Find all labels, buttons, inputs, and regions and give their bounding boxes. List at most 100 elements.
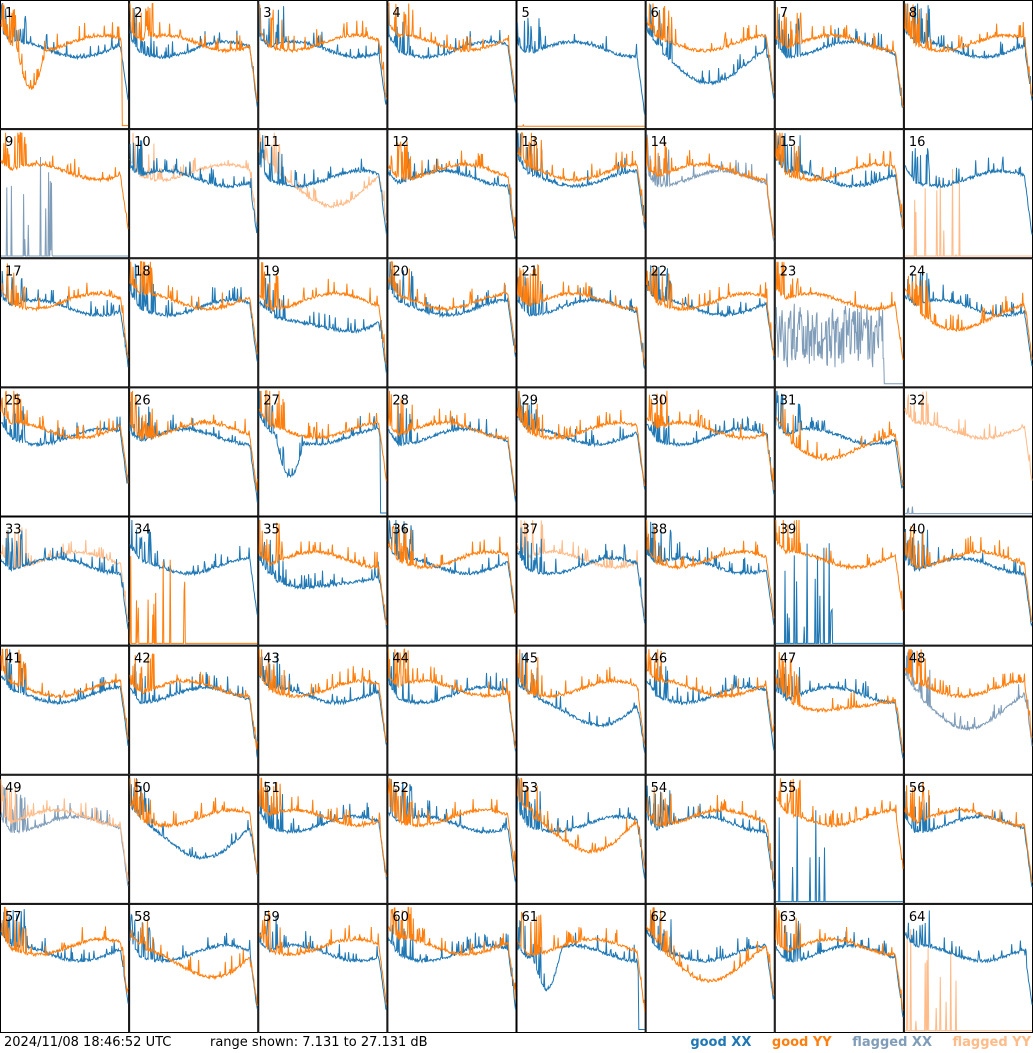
panel-50: 50 (129, 774, 259, 904)
panel-number: 1 (5, 6, 13, 21)
panel-number: 46 (651, 652, 668, 667)
panel-number: 11 (263, 135, 280, 150)
panel-34: 34 (129, 516, 259, 646)
series-good-yy (129, 260, 258, 355)
series-good-yy (646, 787, 775, 881)
panel-27: 27 (258, 387, 388, 517)
legend-flagged-yy: flagged YY (952, 1035, 1032, 1050)
panel-frame (0, 387, 130, 517)
panel-frame (516, 774, 646, 904)
series-good-yy (904, 3, 1033, 97)
panel-number: 37 (522, 523, 539, 538)
series-good-yy (129, 778, 258, 874)
series-good-xx (517, 919, 645, 1030)
series-good-xx (129, 8, 258, 108)
series-good-yy (129, 3, 258, 102)
series-flagged-yy (517, 519, 646, 620)
series-good-yy (0, 906, 129, 994)
panel-frame (645, 129, 775, 259)
legend: good XX good YY flagged XX flagged YY (674, 1033, 1031, 1053)
panel-number: 59 (263, 910, 280, 925)
series-good-yy (0, 390, 129, 484)
panel-number: 50 (134, 781, 151, 796)
panel-23: 23 (774, 258, 904, 388)
panel-frame (258, 903, 388, 1033)
panel-number: 57 (5, 910, 22, 925)
panel-3: 3 (258, 0, 388, 130)
series-good-yy (904, 526, 1033, 622)
series-good-yy (387, 524, 516, 615)
panel-number: 38 (651, 523, 668, 538)
panel-frame (903, 0, 1033, 130)
series-good-yy (646, 3, 775, 93)
series-good-xx (775, 390, 904, 489)
footer: 2024/11/08 18:46:52 UTC range shown: 7.1… (0, 1033, 1033, 1053)
panel-number: 35 (263, 523, 280, 538)
series-good-xx (775, 543, 903, 644)
panel-number: 61 (522, 910, 539, 925)
series-good-xx (387, 652, 516, 752)
series-good-yy (517, 123, 645, 127)
series-good-xx (387, 5, 516, 104)
series-good-yy (129, 556, 258, 644)
series-flagged-yy (258, 132, 387, 223)
series-good-xx (646, 414, 775, 495)
series-good-yy (646, 136, 775, 238)
panel-frame (0, 774, 130, 904)
panel-frame (645, 774, 775, 904)
series-good-xx (129, 263, 258, 362)
panel-number: 56 (909, 781, 926, 796)
panel-26: 26 (129, 387, 259, 517)
series-good-yy (0, 648, 129, 740)
series-good-yy (646, 907, 775, 996)
panel-number: 28 (392, 393, 409, 408)
panel-number: 31 (780, 393, 797, 408)
panel-7: 7 (774, 0, 904, 130)
panel-number: 53 (522, 781, 539, 796)
panel-18: 18 (129, 258, 259, 388)
panel-51: 51 (258, 774, 388, 904)
panel-56: 56 (903, 774, 1033, 904)
panel-21: 21 (516, 258, 646, 388)
panel-number: 40 (909, 523, 926, 538)
panel-number: 47 (780, 652, 797, 667)
panel-62: 62 (645, 903, 775, 1033)
panel-40: 40 (903, 516, 1033, 646)
panel-33: 33 (0, 516, 130, 646)
series-good-yy (775, 261, 904, 360)
series-good-xx (646, 521, 775, 626)
panel-15: 15 (774, 129, 904, 259)
panel-1: 1 (0, 0, 130, 130)
series-good-yy (904, 273, 1033, 360)
panel-32: 32 (903, 387, 1033, 517)
panel-number: 54 (651, 781, 668, 796)
panel-frame (516, 0, 646, 130)
panel-52: 52 (387, 774, 517, 904)
panel-frame (129, 387, 259, 517)
panel-number: 42 (134, 652, 151, 667)
panel-number: 45 (522, 652, 539, 667)
panel-57: 57 (0, 903, 130, 1033)
panel-8: 8 (903, 0, 1033, 130)
series-good-yy (258, 777, 387, 877)
panel-number: 12 (392, 135, 409, 150)
series-good-xx (258, 390, 387, 514)
panel-5: 5 (516, 0, 646, 130)
panel-number: 55 (780, 781, 797, 796)
series-flagged-yy (0, 779, 129, 882)
series-good-xx (387, 519, 516, 615)
panel-number: 27 (263, 393, 280, 408)
panel-number: 19 (263, 264, 280, 279)
panel-11: 11 (258, 129, 388, 259)
series-good-xx (129, 913, 258, 1009)
panel-42: 42 (129, 645, 259, 775)
series-good-yy (775, 651, 904, 753)
series-good-yy (388, 2, 516, 96)
panel-frame (516, 516, 646, 646)
panel-frame (258, 0, 388, 130)
panel-63: 63 (774, 903, 904, 1033)
panel-frame (387, 0, 517, 130)
series-good-xx (258, 4, 387, 105)
panel-frame (129, 129, 259, 259)
panel-frame (903, 258, 1033, 388)
